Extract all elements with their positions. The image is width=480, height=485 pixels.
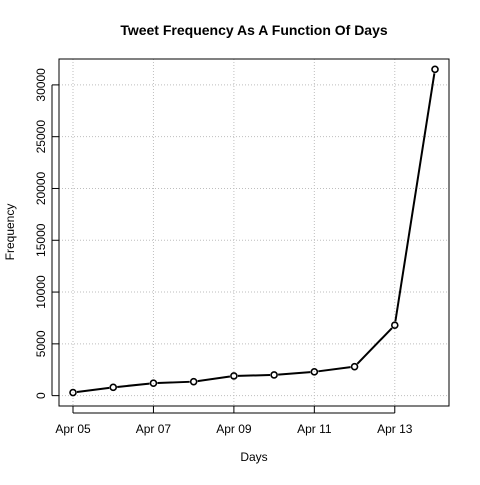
- y-tick-label: 20000: [34, 171, 48, 205]
- chart-title: Tweet Frequency As A Function Of Days: [120, 22, 388, 38]
- data-point: [390, 321, 399, 330]
- data-series: [69, 65, 439, 397]
- x-axis: Apr 05 Apr 07 Apr 09 Apr 11 Apr 13: [55, 406, 413, 436]
- x-axis-title: Days: [240, 450, 267, 464]
- series-line-segment: [197, 375, 231, 383]
- series-line-segment: [237, 374, 271, 377]
- data-point: [350, 362, 359, 371]
- series-line-segment: [394, 73, 436, 322]
- y-tick-label: 15000: [34, 223, 48, 257]
- y-tick-label: 30000: [34, 68, 48, 102]
- y-axis: 0 5000 10000 15000 20000 25000 30000: [34, 68, 59, 399]
- data-point: [109, 383, 118, 392]
- y-tick-label: 5000: [34, 330, 48, 357]
- x-tick-label: Apr 09: [216, 422, 252, 436]
- series-line-segment: [76, 386, 110, 394]
- series-line-segment: [157, 380, 190, 385]
- data-point: [310, 368, 319, 376]
- x-tick-label: Apr 07: [136, 422, 172, 436]
- series-line-segment: [318, 366, 351, 373]
- data-point: [270, 371, 278, 379]
- y-axis-title: Frequency: [3, 204, 17, 261]
- series-line-segment: [278, 371, 311, 376]
- x-tick-label: Apr 13: [377, 422, 413, 436]
- y-tick-label: 0: [34, 392, 48, 399]
- y-tick-label: 10000: [34, 275, 48, 309]
- data-point: [189, 377, 198, 386]
- data-point: [230, 372, 238, 380]
- series-line-segment: [356, 327, 393, 365]
- data-point: [149, 379, 158, 388]
- plot-frame: [58, 58, 450, 407]
- data-point: [69, 388, 77, 397]
- x-tick-label: Apr 11: [297, 422, 332, 436]
- series-line-segment: [117, 382, 150, 388]
- data-point: [431, 65, 439, 74]
- x-tick-label: Apr 05: [55, 422, 91, 436]
- y-tick-label: 25000: [34, 120, 48, 154]
- grid: [59, 59, 449, 406]
